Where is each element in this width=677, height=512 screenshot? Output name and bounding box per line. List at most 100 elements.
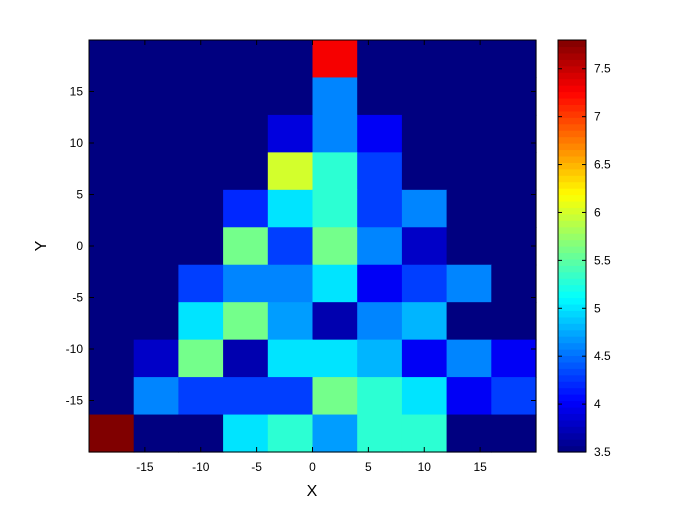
heatmap-cell — [312, 77, 358, 116]
heatmap-cell — [446, 40, 492, 79]
colorbar-segment — [558, 316, 586, 324]
colorbar-segment — [558, 123, 586, 131]
heatmap-cell — [446, 339, 492, 378]
heatmap-cell — [89, 152, 135, 191]
heatmap-cell — [223, 189, 269, 228]
colorbar-segment — [558, 149, 586, 157]
heatmap-cell — [401, 414, 448, 453]
colorbar-segment — [558, 310, 586, 318]
y-tick-label: 10 — [70, 136, 84, 150]
colorbar-segment — [558, 284, 586, 292]
colorbar-segment — [558, 374, 586, 382]
heatmap-cell — [491, 339, 537, 378]
x-tick-label: 5 — [365, 460, 372, 474]
heatmap-cell — [357, 414, 403, 453]
colorbar-tick-label: 6.5 — [594, 158, 611, 172]
colorbar-segment — [558, 323, 586, 331]
heatmap-cell — [267, 414, 314, 453]
heatmap-cell — [89, 227, 135, 266]
colorbar-segment — [558, 349, 586, 357]
colorbar-segment — [558, 97, 586, 105]
heatmap-cell — [133, 377, 179, 416]
heatmap-cell — [401, 77, 448, 116]
colorbar-segment — [558, 59, 586, 67]
heatmap-cell — [223, 152, 269, 191]
heatmap-cell — [178, 414, 224, 453]
colorbar-segment — [558, 233, 586, 241]
heatmap-cell — [312, 189, 358, 228]
heatmap-cell — [312, 227, 358, 266]
heatmap-cell — [491, 40, 537, 79]
heatmap-cell — [491, 302, 537, 341]
heatmap-cell — [133, 114, 179, 153]
x-tick-label: 10 — [418, 460, 432, 474]
colorbar-segment — [558, 117, 586, 125]
heatmap-cell — [446, 189, 492, 228]
heatmap-cell — [267, 227, 314, 266]
heatmap-cell — [89, 40, 135, 79]
colorbar-segment — [558, 271, 586, 279]
heatmap-cell — [446, 152, 492, 191]
colorbar-segment — [558, 72, 586, 80]
colorbar-tick-label: 7 — [594, 110, 601, 124]
heatmap-cell — [223, 114, 269, 153]
x-tick-label: 15 — [473, 460, 487, 474]
heatmap-cell — [401, 40, 448, 79]
heatmap-cell — [178, 302, 224, 341]
colorbar-segment — [558, 200, 586, 208]
heatmap-cell — [267, 264, 314, 303]
colorbar-segment — [558, 252, 586, 260]
heatmap-cell — [446, 227, 492, 266]
heatmap-cell — [133, 152, 179, 191]
colorbar-segment — [558, 419, 586, 427]
x-tick-label: 0 — [309, 460, 316, 474]
heatmap-cell — [267, 152, 314, 191]
heatmap-cell — [223, 264, 269, 303]
x-tick-label: -10 — [192, 460, 210, 474]
colorbar-segment — [558, 213, 586, 221]
colorbar-segment — [558, 52, 586, 60]
colorbar-segment — [558, 400, 586, 408]
heatmap-cell — [312, 302, 358, 341]
heatmap-cell — [223, 77, 269, 116]
heatmap-cell — [401, 264, 448, 303]
colorbar-segment — [558, 175, 586, 183]
x-axis-label: X — [307, 483, 318, 500]
heatmap-cell — [133, 339, 179, 378]
colorbar-tick-label: 5 — [594, 301, 601, 315]
heatmap-cell — [223, 40, 269, 79]
heatmap-cell — [491, 77, 537, 116]
y-tick-label: -10 — [66, 342, 84, 356]
x-tick-label: -5 — [251, 460, 262, 474]
heatmap-cell — [446, 302, 492, 341]
colorbar-segment — [558, 368, 586, 376]
colorbar-segment — [558, 278, 586, 286]
colorbar-segment — [558, 258, 586, 266]
heatmap-cell — [267, 189, 314, 228]
colorbar-segment — [558, 188, 586, 196]
heatmap-cell — [89, 414, 135, 453]
colorbar-segment — [558, 439, 586, 447]
colorbar-segment — [558, 239, 586, 247]
heatmap-cell — [133, 77, 179, 116]
heatmap-cell — [357, 339, 403, 378]
heatmap-cell — [312, 40, 358, 79]
heatmap-cell — [357, 189, 403, 228]
colorbar-segment — [558, 381, 586, 389]
colorbar-segment — [558, 342, 586, 350]
heatmap-cell — [491, 264, 537, 303]
x-tick-label: -15 — [136, 460, 154, 474]
colorbar-segment — [558, 104, 586, 112]
heatmap-cell — [401, 377, 448, 416]
colorbar: 3.5 4 4.5 5 5.5 6 6.5 7 7.5 — [557, 39, 611, 459]
heatmap-cell — [491, 114, 537, 153]
colorbar-segment — [558, 291, 586, 299]
heatmap-cell — [267, 377, 314, 416]
heatmap-cell — [133, 227, 179, 266]
heatmap-cell — [401, 189, 448, 228]
heatmap-cell — [357, 264, 403, 303]
heatmap-cell — [357, 77, 403, 116]
heatmap-cell — [267, 302, 314, 341]
heatmap-cell — [133, 414, 179, 453]
heatmap-cell — [89, 302, 135, 341]
